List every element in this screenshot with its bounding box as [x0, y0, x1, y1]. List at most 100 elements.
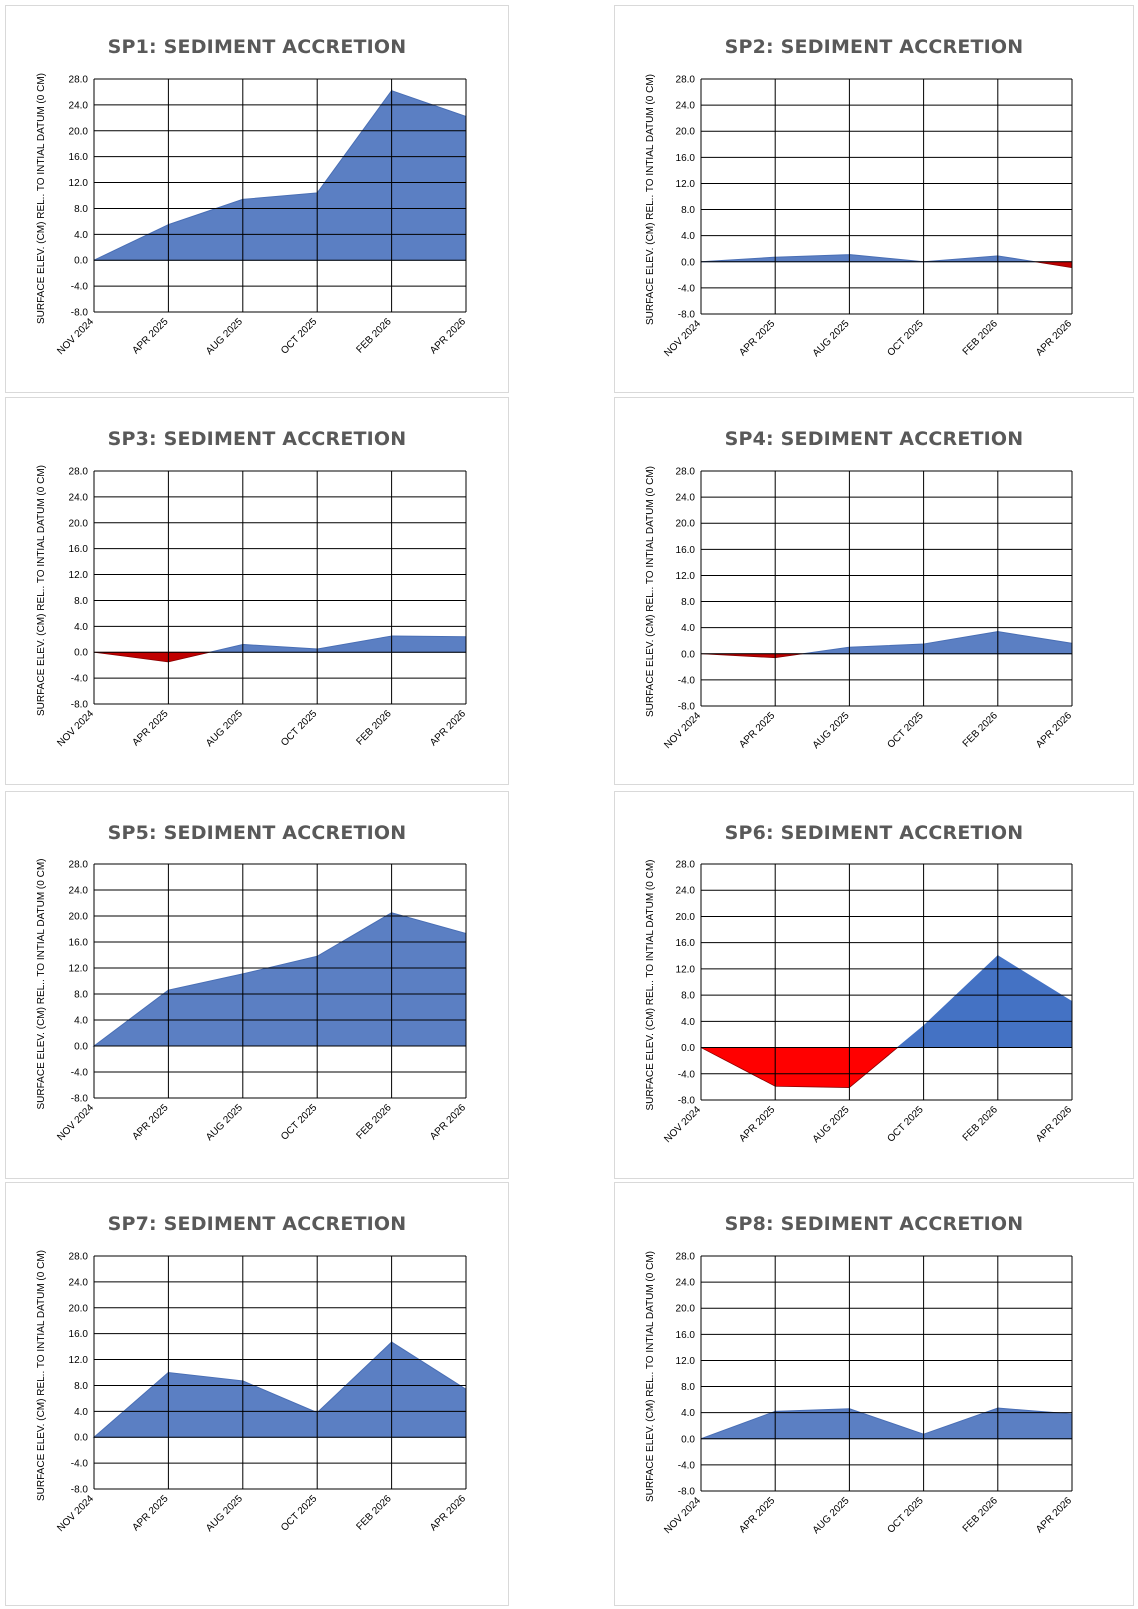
y-tick-label: 20.0 — [676, 519, 696, 530]
y-tick-label: 24.0 — [676, 886, 696, 897]
y-tick-label: 16.0 — [676, 545, 696, 556]
y-tick-label: 8.0 — [74, 596, 88, 607]
y-axis-label: SURFACE ELEV. (CM) REL.. TO INTIAL DATUM… — [645, 860, 656, 1111]
x-tick-label: AUG 2025 — [204, 1102, 245, 1143]
negative-area — [700, 1047, 899, 1089]
x-tick-label: NOV 2024 — [662, 318, 703, 359]
x-tick-label: APR 2025 — [131, 708, 171, 748]
y-axis-label: SURFACE ELEV. (CM) REL.. TO INTIAL DATUM… — [645, 74, 656, 325]
x-tick-label: FEB 2026 — [961, 710, 1001, 750]
x-tick-label: APR 2026 — [428, 1102, 468, 1142]
y-tick-label: 24.0 — [676, 101, 696, 112]
y-tick-label: 4.0 — [74, 1016, 88, 1027]
chart-svg: 28.0 24.0 20.0 16.0 12.0 8.0 4.0 0.0 -4.0 -8.0NOV… — [645, 74, 1074, 359]
chart-svg: 28.0 24.0 20.0 16.0 12.0 8.0 4.0 0.0 -4.0 -8.0NOV… — [645, 860, 1074, 1146]
chart-svg: 28.0 24.0 20.0 16.0 12.0 8.0 4.0 0.0 -4.0 -8.0NOV… — [36, 465, 468, 749]
positive-area — [802, 630, 1073, 655]
y-tick-label: 16.0 — [69, 1329, 89, 1340]
x-tick-label: OCT 2025 — [885, 318, 926, 359]
negative-area — [700, 653, 804, 659]
x-tick-label: APR 2026 — [1034, 710, 1074, 750]
y-tick-label: 0.0 — [681, 257, 695, 268]
y-tick-label: 4.0 — [681, 623, 695, 634]
y-tick-label: 0.0 — [74, 648, 88, 659]
x-tick-label: APR 2025 — [737, 710, 777, 750]
x-tick-label: OCT 2025 — [279, 316, 320, 357]
y-tick-label: -4.0 — [678, 283, 696, 294]
x-tick-label: APR 2025 — [737, 1104, 777, 1144]
y-tick-label: -8.0 — [71, 1094, 89, 1105]
chart-svg: 28.0 24.0 20.0 16.0 12.0 8.0 4.0 0.0 -4.0 -8.0NOV… — [36, 859, 468, 1144]
x-tick-label: FEB 2026 — [961, 1495, 1001, 1535]
y-tick-label: 24.0 — [676, 1278, 696, 1289]
y-tick-label: 8.0 — [681, 205, 695, 216]
y-tick-label: 4.0 — [681, 1017, 695, 1028]
x-tick-label: OCT 2025 — [279, 1493, 320, 1534]
x-tick-label: FEB 2026 — [961, 318, 1001, 358]
x-tick-label: APR 2025 — [131, 1102, 171, 1142]
chart-panel-sp1: SP1: SEDIMENT ACCRETION 28.0 24.0 20.0 16.0 1… — [5, 5, 509, 393]
y-tick-label: -8.0 — [71, 308, 89, 319]
x-tick-label: APR 2026 — [428, 1493, 468, 1533]
x-tick-label: AUG 2025 — [811, 1495, 852, 1536]
y-tick-label: 28.0 — [69, 467, 89, 478]
positive-area — [92, 1340, 467, 1438]
y-tick-label: 20.0 — [69, 912, 89, 923]
y-tick-label: -4.0 — [678, 675, 696, 686]
y-tick-label: 16.0 — [69, 152, 89, 163]
y-tick-label: 4.0 — [681, 1408, 695, 1419]
chart-panel-sp8: SP8: SEDIMENT ACCRETION 28.0 24.0 20.0 16.0 1… — [614, 1182, 1134, 1606]
x-tick-label: FEB 2026 — [354, 316, 394, 356]
y-tick-label: -8.0 — [71, 1485, 89, 1496]
x-tick-label: AUG 2025 — [204, 316, 245, 357]
chart-title: SP5: SEDIMENT ACCRETION — [107, 822, 407, 844]
x-tick-label: AUG 2025 — [811, 318, 852, 359]
y-tick-label: 20.0 — [69, 1303, 89, 1314]
positive-area — [92, 911, 467, 1047]
y-tick-label: 16.0 — [676, 153, 696, 164]
x-tick-label: APR 2026 — [428, 708, 468, 748]
y-tick-label: 8.0 — [74, 1381, 88, 1392]
y-tick-label: -4.0 — [71, 282, 89, 293]
y-tick-label: 24.0 — [676, 493, 696, 504]
chart-title: SP6: SEDIMENT ACCRETION — [724, 822, 1024, 844]
y-tick-label: -4.0 — [678, 1460, 696, 1471]
y-tick-label: -4.0 — [71, 1068, 89, 1079]
x-tick-label: FEB 2026 — [354, 1102, 394, 1142]
y-axis-label: SURFACE ELEV. (CM) REL.. TO INTIAL DATUM… — [645, 1251, 656, 1502]
x-tick-label: NOV 2024 — [55, 1102, 96, 1143]
y-tick-label: 4.0 — [74, 230, 88, 241]
x-tick-label: AUG 2025 — [811, 1104, 852, 1145]
y-tick-label: 24.0 — [69, 1277, 89, 1288]
y-tick-label: 16.0 — [676, 1330, 696, 1341]
y-tick-label: 4.0 — [681, 231, 695, 242]
y-axis-label: SURFACE ELEV. (CM) REL.. TO INTIAL DATUM… — [36, 465, 47, 716]
y-tick-label: 28.0 — [676, 75, 696, 86]
x-tick-label: FEB 2026 — [354, 708, 394, 748]
chart-title: SP8: SEDIMENT ACCRETION — [724, 1213, 1024, 1235]
x-tick-label: NOV 2024 — [662, 710, 703, 751]
y-tick-label: 16.0 — [676, 938, 696, 949]
y-tick-label: -4.0 — [71, 1459, 89, 1470]
x-tick-label: NOV 2024 — [55, 316, 96, 357]
x-tick-label: APR 2025 — [131, 316, 171, 356]
x-tick-label: APR 2025 — [131, 1493, 171, 1533]
y-tick-label: 12.0 — [676, 1356, 696, 1367]
x-tick-label: FEB 2026 — [961, 1104, 1001, 1144]
x-tick-label: OCT 2025 — [279, 708, 320, 749]
x-tick-label: OCT 2025 — [885, 710, 926, 751]
y-tick-label: 8.0 — [681, 597, 695, 608]
chart-panel-sp2: SP2: SEDIMENT ACCRETION 28.0 24.0 20.0 16.0 1… — [614, 5, 1134, 393]
y-tick-label: -8.0 — [678, 1487, 696, 1498]
y-tick-label: 16.0 — [69, 938, 89, 949]
chart-svg: 28.0 24.0 20.0 16.0 12.0 8.0 4.0 0.0 -4.0 -8.0NOV… — [645, 1251, 1074, 1536]
chart-panel-sp4: SP4: SEDIMENT ACCRETION 28.0 24.0 20.0 16.0 1… — [614, 397, 1134, 785]
y-tick-label: 12.0 — [69, 570, 89, 581]
chart-panel-sp6: SP6: SEDIMENT ACCRETION 28.0 24.0 20.0 16.0 1… — [614, 791, 1134, 1179]
x-tick-label: APR 2026 — [1034, 1104, 1074, 1144]
y-tick-label: -8.0 — [71, 700, 89, 711]
y-axis-label: SURFACE ELEV. (CM) REL.. TO INTIAL DATUM… — [36, 73, 47, 324]
y-tick-label: 12.0 — [676, 571, 696, 582]
y-tick-label: 12.0 — [676, 964, 696, 975]
y-tick-label: 20.0 — [676, 912, 696, 923]
